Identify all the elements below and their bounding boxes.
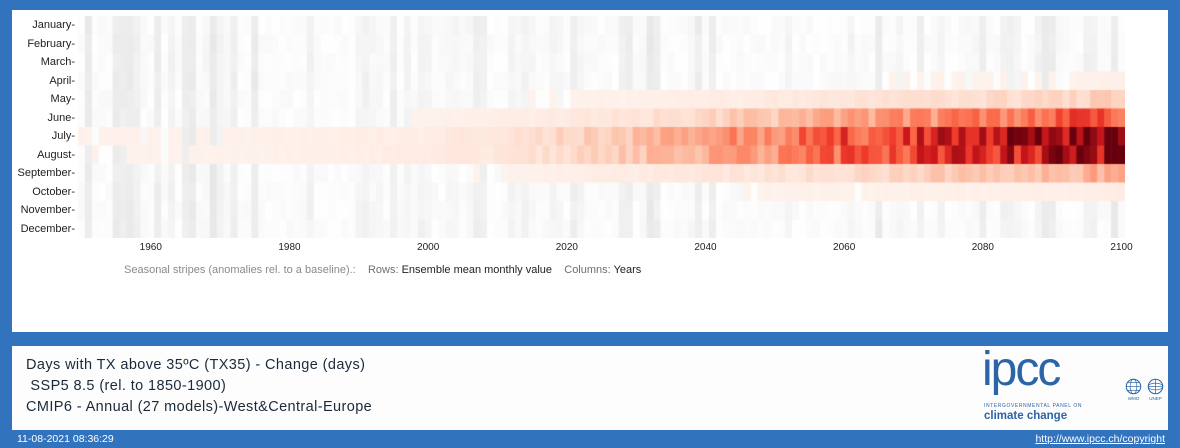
ipcc-logo-word: ipcc — [982, 343, 1061, 396]
wmo-logo-label: WMO — [1127, 396, 1140, 401]
y-axis-labels: January- February- March- April- May- June- Ju… — [12, 16, 76, 238]
ipcc-logo: ipcc INTERGOVERNMENTAL PANEL ON climate … — [972, 343, 1168, 430]
y-axis-label: April- — [49, 74, 75, 87]
unep-logo-label: UNEP — [1149, 396, 1162, 401]
wmo-globe-icon — [1125, 378, 1142, 395]
copyright-link[interactable]: http://www.ipcc.ch/copyright — [1035, 433, 1165, 445]
unep-logo: UNEP — [1147, 378, 1164, 401]
timestamp: 11-08-2021 08:36:29 — [17, 433, 114, 445]
un-logos: WMO UNEP — [1125, 378, 1164, 401]
y-axis-label: January- — [32, 19, 75, 31]
caption-columns-value: Years — [613, 264, 642, 276]
y-axis-label: November- — [20, 204, 75, 216]
y-axis-label: December- — [20, 222, 75, 235]
y-axis-label: June- — [47, 111, 75, 124]
unep-globe-icon — [1147, 378, 1164, 395]
y-axis-label: February- — [27, 37, 75, 50]
x-axis-label: 1980 — [278, 242, 301, 253]
y-axis-label: October- — [32, 185, 75, 198]
footer-bar: 11-08-2021 08:36:29 http://www.ipcc.ch/c… — [12, 430, 1168, 448]
caption-rows-label: Rows: — [367, 264, 399, 276]
x-axis-label: 2040 — [694, 242, 717, 253]
y-axis-label: August- — [37, 148, 75, 161]
x-axis-label: 2020 — [555, 242, 578, 253]
ipcc-logo-climate-change: climate change — [984, 410, 1068, 422]
chart-title-dataset: CMIP6 - Annual (27 models)-West&Central-… — [26, 399, 373, 415]
x-axis-label: 2060 — [833, 242, 856, 253]
y-axis-label: July- — [51, 130, 75, 142]
heatmap-plot-area — [78, 16, 1125, 238]
chart-title-scenario: SSP5 8.5 (rel. to 1850-1900) — [26, 378, 227, 394]
x-axis-label: 2000 — [417, 242, 440, 253]
wmo-logo: WMO — [1125, 378, 1142, 401]
chart-caption: Seasonal stripes (anomalies rel. to a ba… — [124, 264, 641, 276]
caption-rows-value: Ensemble mean monthly value — [401, 264, 553, 276]
ipcc-logo-subtitle: INTERGOVERNMENTAL PANEL ON — [984, 403, 1083, 409]
y-axis-label: March- — [40, 56, 75, 68]
seasonal-stripes-chart-panel: January- February- March- April- May- June- Ju… — [12, 10, 1168, 332]
chart-title-variable: Days with TX above 35ºC (TX35) - Change … — [26, 357, 366, 373]
y-axis-label: May- — [50, 93, 75, 105]
y-axis-label: September- — [17, 167, 75, 179]
heatmap-canvas — [78, 16, 1125, 238]
caption-columns-label: Columns: — [564, 264, 611, 276]
info-panel: Days with TX above 35ºC (TX35) - Change … — [12, 343, 1168, 430]
x-axis-label: 2100 — [1110, 242, 1133, 253]
title-block: Days with TX above 35ºC (TX35) - Change … — [12, 346, 372, 430]
caption-prefix: Seasonal stripes (anomalies rel. to a ba… — [124, 264, 356, 276]
x-axis-labels: 1960 1980 2000 2020 2040 2060 2080 2100 — [78, 242, 1133, 256]
x-axis-label: 2080 — [971, 242, 994, 253]
x-axis-label: 1960 — [139, 242, 162, 253]
